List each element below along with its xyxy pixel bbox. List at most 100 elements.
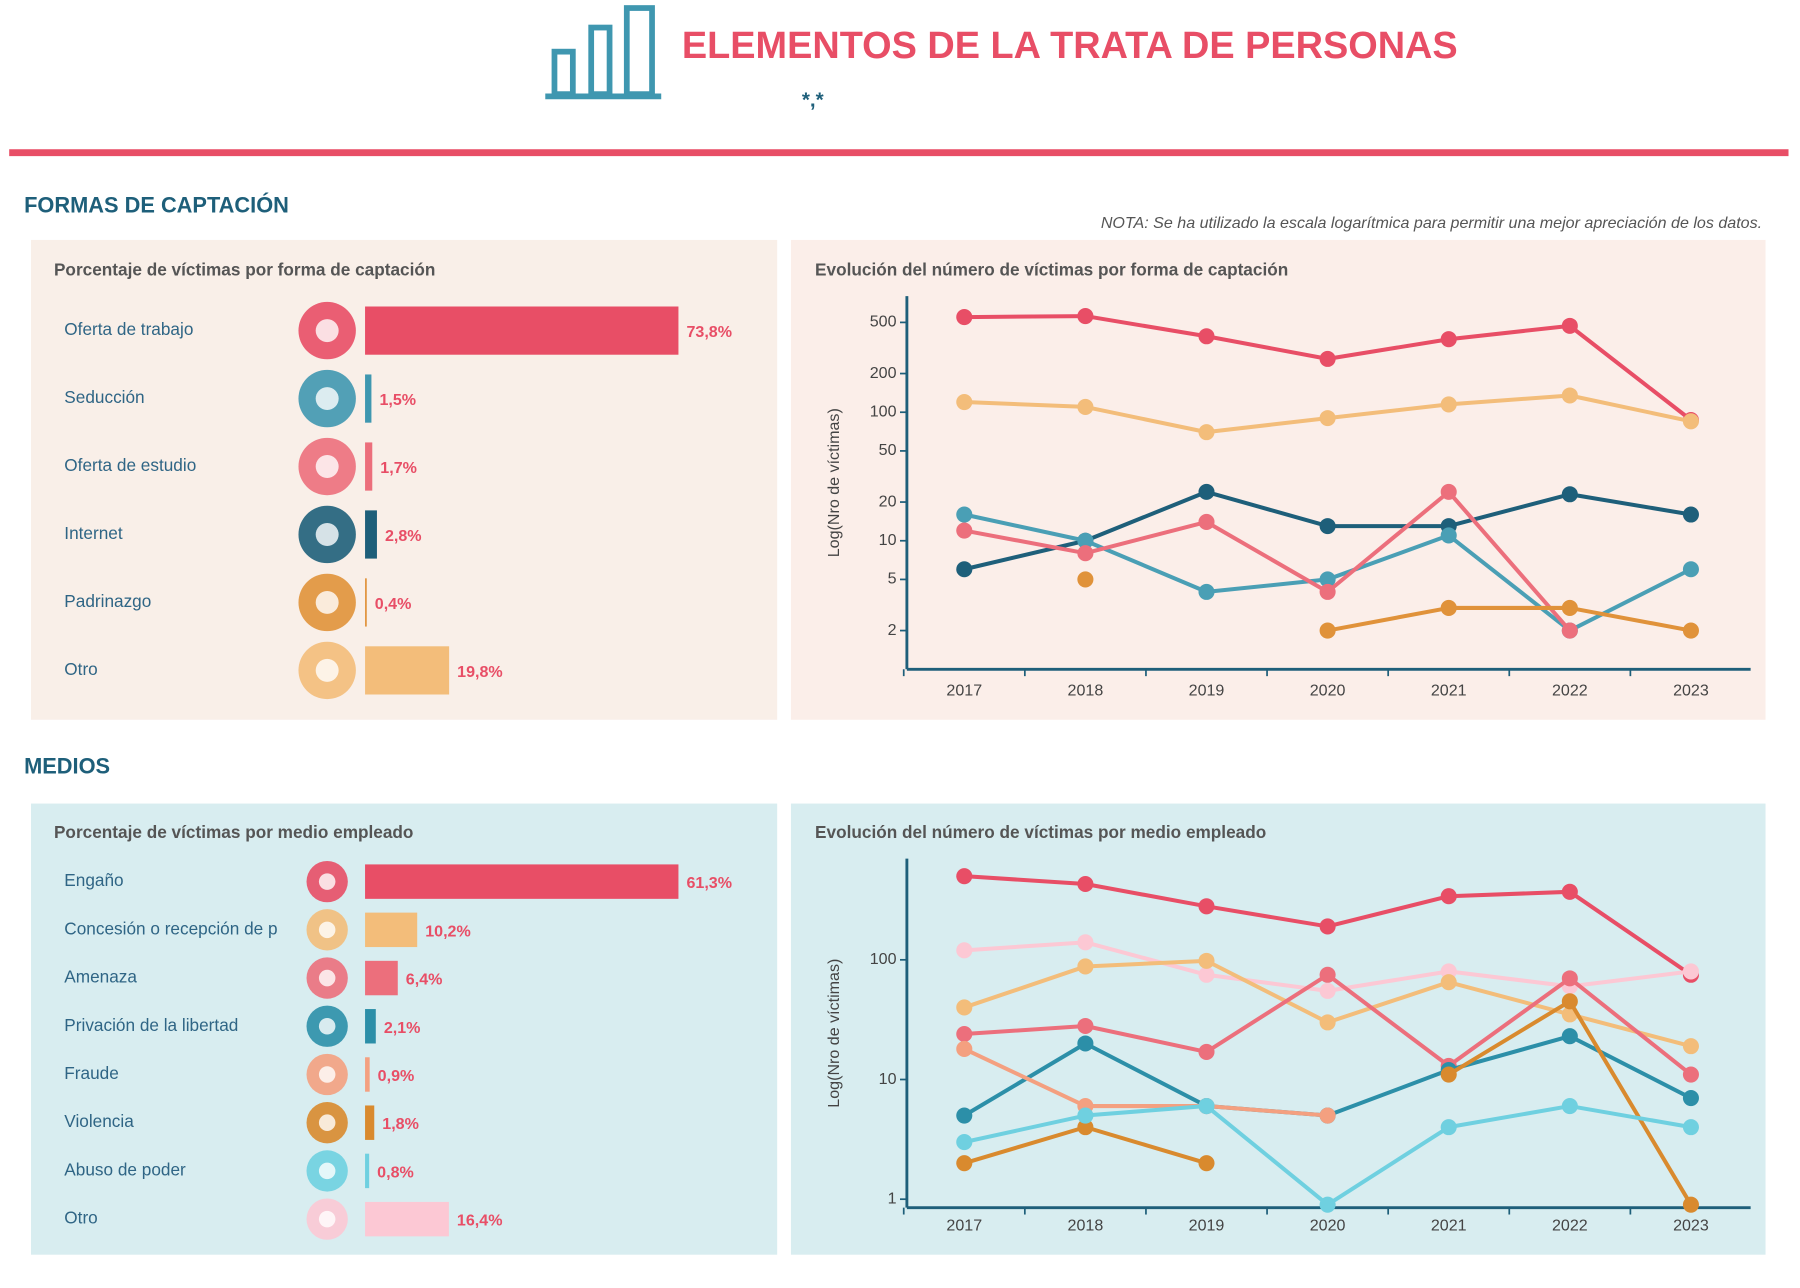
value-label: 10,2% xyxy=(425,922,471,940)
data-point xyxy=(1319,1014,1336,1031)
x-tick-label: 2019 xyxy=(1189,681,1225,699)
bar xyxy=(365,960,398,996)
data-point xyxy=(956,942,973,959)
data-point xyxy=(1561,993,1578,1010)
data-point xyxy=(1440,527,1457,544)
data-point xyxy=(956,1134,973,1151)
category-label: Oferta de estudio xyxy=(64,455,196,475)
data-point xyxy=(1319,571,1336,588)
header-rule xyxy=(9,149,1789,157)
data-point xyxy=(956,309,973,326)
category-icon-detail xyxy=(315,319,339,343)
charts: Porcentaje de víctimas por forma de capt… xyxy=(54,259,1751,1240)
data-point xyxy=(1077,1107,1094,1124)
data-point xyxy=(1440,1066,1457,1083)
data-point xyxy=(1440,888,1457,905)
data-point xyxy=(1077,1017,1094,1035)
x-tick-label: 2017 xyxy=(946,681,982,699)
data-point xyxy=(1440,396,1457,413)
data-point xyxy=(1682,1119,1699,1136)
data-point xyxy=(1319,518,1336,535)
y-tick-label: 1 xyxy=(888,1189,897,1207)
panel-title: Evolución del número de víctimas por for… xyxy=(815,259,1288,279)
category-icon-detail xyxy=(315,523,339,546)
data-point xyxy=(956,1155,973,1172)
data-point xyxy=(956,1040,973,1057)
data-point xyxy=(1682,413,1699,430)
data-point xyxy=(956,1107,973,1124)
category-label: Padrinazgo xyxy=(64,591,151,611)
data-point xyxy=(1561,883,1578,900)
data-point xyxy=(1077,875,1094,893)
category-label: Engaño xyxy=(64,870,123,890)
data-point xyxy=(1319,966,1336,983)
category-label: Seducción xyxy=(64,387,144,407)
value-label: 2,8% xyxy=(385,527,422,545)
data-point xyxy=(1440,599,1457,616)
data-point xyxy=(956,999,973,1016)
bar xyxy=(365,1057,370,1092)
data-point xyxy=(1077,1119,1094,1136)
category-icon-detail xyxy=(318,1066,336,1083)
data-point xyxy=(1319,982,1336,999)
x-tick-label: 2023 xyxy=(1673,681,1709,699)
y-tick-label: 50 xyxy=(879,441,897,459)
bar xyxy=(365,1009,376,1044)
data-point xyxy=(956,394,973,411)
x-tick-label: 2019 xyxy=(1189,1216,1225,1234)
bar xyxy=(365,864,679,899)
value-label: 19,8% xyxy=(457,663,503,681)
x-tick-label: 2020 xyxy=(1310,681,1346,699)
category-icon-detail xyxy=(318,1162,336,1180)
header-icon xyxy=(545,5,662,100)
category-label: Abuso de poder xyxy=(64,1159,186,1179)
data-point xyxy=(1561,622,1578,639)
data-point xyxy=(1198,1098,1215,1115)
bar xyxy=(365,1153,370,1189)
data-point xyxy=(1682,622,1699,639)
series-line xyxy=(963,1047,1328,1118)
data-point xyxy=(956,1025,973,1043)
data-point xyxy=(1561,970,1578,987)
panel-title: Porcentaje de víctimas por medio emplead… xyxy=(54,822,413,842)
bar xyxy=(365,1201,449,1237)
data-point xyxy=(1077,545,1094,562)
section-heading: FORMAS DE CAPTACIÓN xyxy=(24,192,289,217)
x-tick-label: 2022 xyxy=(1552,681,1588,699)
data-point xyxy=(1682,963,1699,980)
category-icon-detail xyxy=(315,590,339,614)
data-point xyxy=(1319,1196,1336,1213)
data-point xyxy=(956,522,973,539)
category-icon-detail xyxy=(315,455,339,479)
category-label: Internet xyxy=(64,523,123,543)
data-point xyxy=(1682,1196,1699,1213)
data-point xyxy=(1682,1038,1699,1055)
bar xyxy=(365,306,679,355)
bar xyxy=(365,442,373,491)
data-point xyxy=(1077,1035,1094,1052)
y-tick-label: 100 xyxy=(870,402,897,420)
category-label: Concesión o recepción de p xyxy=(64,918,277,938)
category-icon-detail xyxy=(318,1018,336,1035)
y-axis-label: Log(Nro de víctimas) xyxy=(825,408,843,557)
y-tick-label: 10 xyxy=(879,531,897,549)
panel-title: Evolución del número de víctimas por med… xyxy=(815,822,1266,842)
x-tick-label: 2018 xyxy=(1068,681,1104,699)
category-icon-detail xyxy=(315,387,339,411)
category-icon-detail xyxy=(318,1114,336,1131)
x-tick-label: 2022 xyxy=(1552,1216,1588,1234)
panel xyxy=(790,239,1766,720)
x-tick-label: 2021 xyxy=(1431,681,1467,699)
data-point xyxy=(1682,506,1699,523)
data-point xyxy=(1077,934,1094,951)
category-label: Otro xyxy=(64,1208,97,1228)
value-label: 1,5% xyxy=(379,391,416,409)
data-point xyxy=(1198,1043,1215,1060)
value-label: 2,1% xyxy=(384,1019,421,1037)
bar xyxy=(365,912,418,948)
y-tick-label: 5 xyxy=(888,570,897,588)
data-point xyxy=(1319,1107,1336,1124)
category-label: Violencia xyxy=(64,1111,134,1131)
category-icon-detail xyxy=(318,969,336,987)
